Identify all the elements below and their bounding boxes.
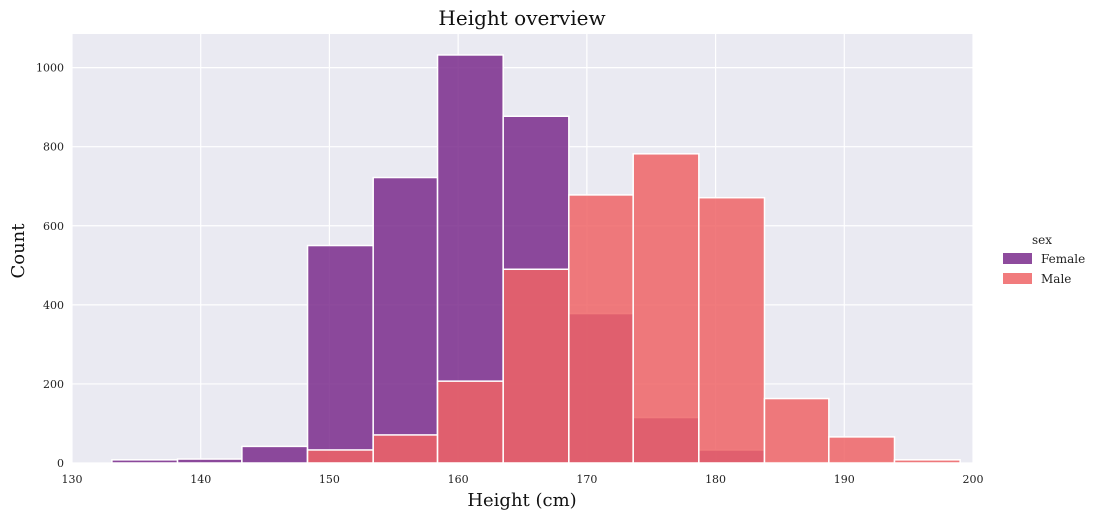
bar-male bbox=[632, 153, 700, 464]
bar-male bbox=[372, 434, 439, 464]
legend-swatch-male bbox=[1003, 273, 1032, 284]
bars-male bbox=[306, 153, 961, 464]
y-tick-label: 0 bbox=[57, 457, 64, 470]
legend-swatch-female bbox=[1003, 253, 1032, 264]
y-axis-label: Count bbox=[8, 223, 29, 279]
legend-title: sex bbox=[1032, 233, 1052, 247]
bar-male bbox=[698, 196, 766, 464]
bar-male bbox=[502, 268, 570, 464]
bar-male bbox=[893, 459, 961, 464]
x-tick-label: 150 bbox=[319, 473, 340, 486]
legend-label-female: Female bbox=[1041, 252, 1085, 266]
bar-female bbox=[306, 244, 374, 464]
x-tick-label: 170 bbox=[576, 473, 597, 486]
x-tick-labels: 130 140 150 160 170 180 190 200 bbox=[62, 473, 984, 486]
x-tick-label: 160 bbox=[448, 473, 469, 486]
y-tick-label: 600 bbox=[43, 220, 64, 233]
bar-female bbox=[241, 445, 309, 464]
x-tick-label: 130 bbox=[62, 473, 83, 486]
y-tick-label: 800 bbox=[43, 141, 64, 154]
bar-female bbox=[372, 176, 439, 464]
bar-male bbox=[828, 436, 896, 464]
legend-label-male: Male bbox=[1041, 272, 1071, 286]
bar-male bbox=[436, 380, 504, 464]
bar-male bbox=[306, 449, 374, 464]
x-tick-label: 200 bbox=[963, 473, 984, 486]
y-tick-label: 200 bbox=[43, 378, 64, 391]
y-tick-labels: 0 200 400 600 800 1000 bbox=[36, 62, 64, 470]
bar-male bbox=[568, 194, 634, 464]
bar-female bbox=[111, 459, 179, 464]
x-tick-label: 190 bbox=[834, 473, 855, 486]
x-tick-label: 180 bbox=[705, 473, 726, 486]
y-tick-label: 400 bbox=[43, 299, 64, 312]
x-tick-label: 140 bbox=[190, 473, 211, 486]
x-axis-label: Height (cm) bbox=[467, 490, 576, 511]
y-tick-label: 1000 bbox=[36, 62, 64, 75]
bar-male bbox=[763, 397, 830, 464]
legend: sex Female Male bbox=[1003, 233, 1085, 286]
bar-female bbox=[176, 458, 243, 464]
chart-title: Height overview bbox=[438, 6, 605, 30]
